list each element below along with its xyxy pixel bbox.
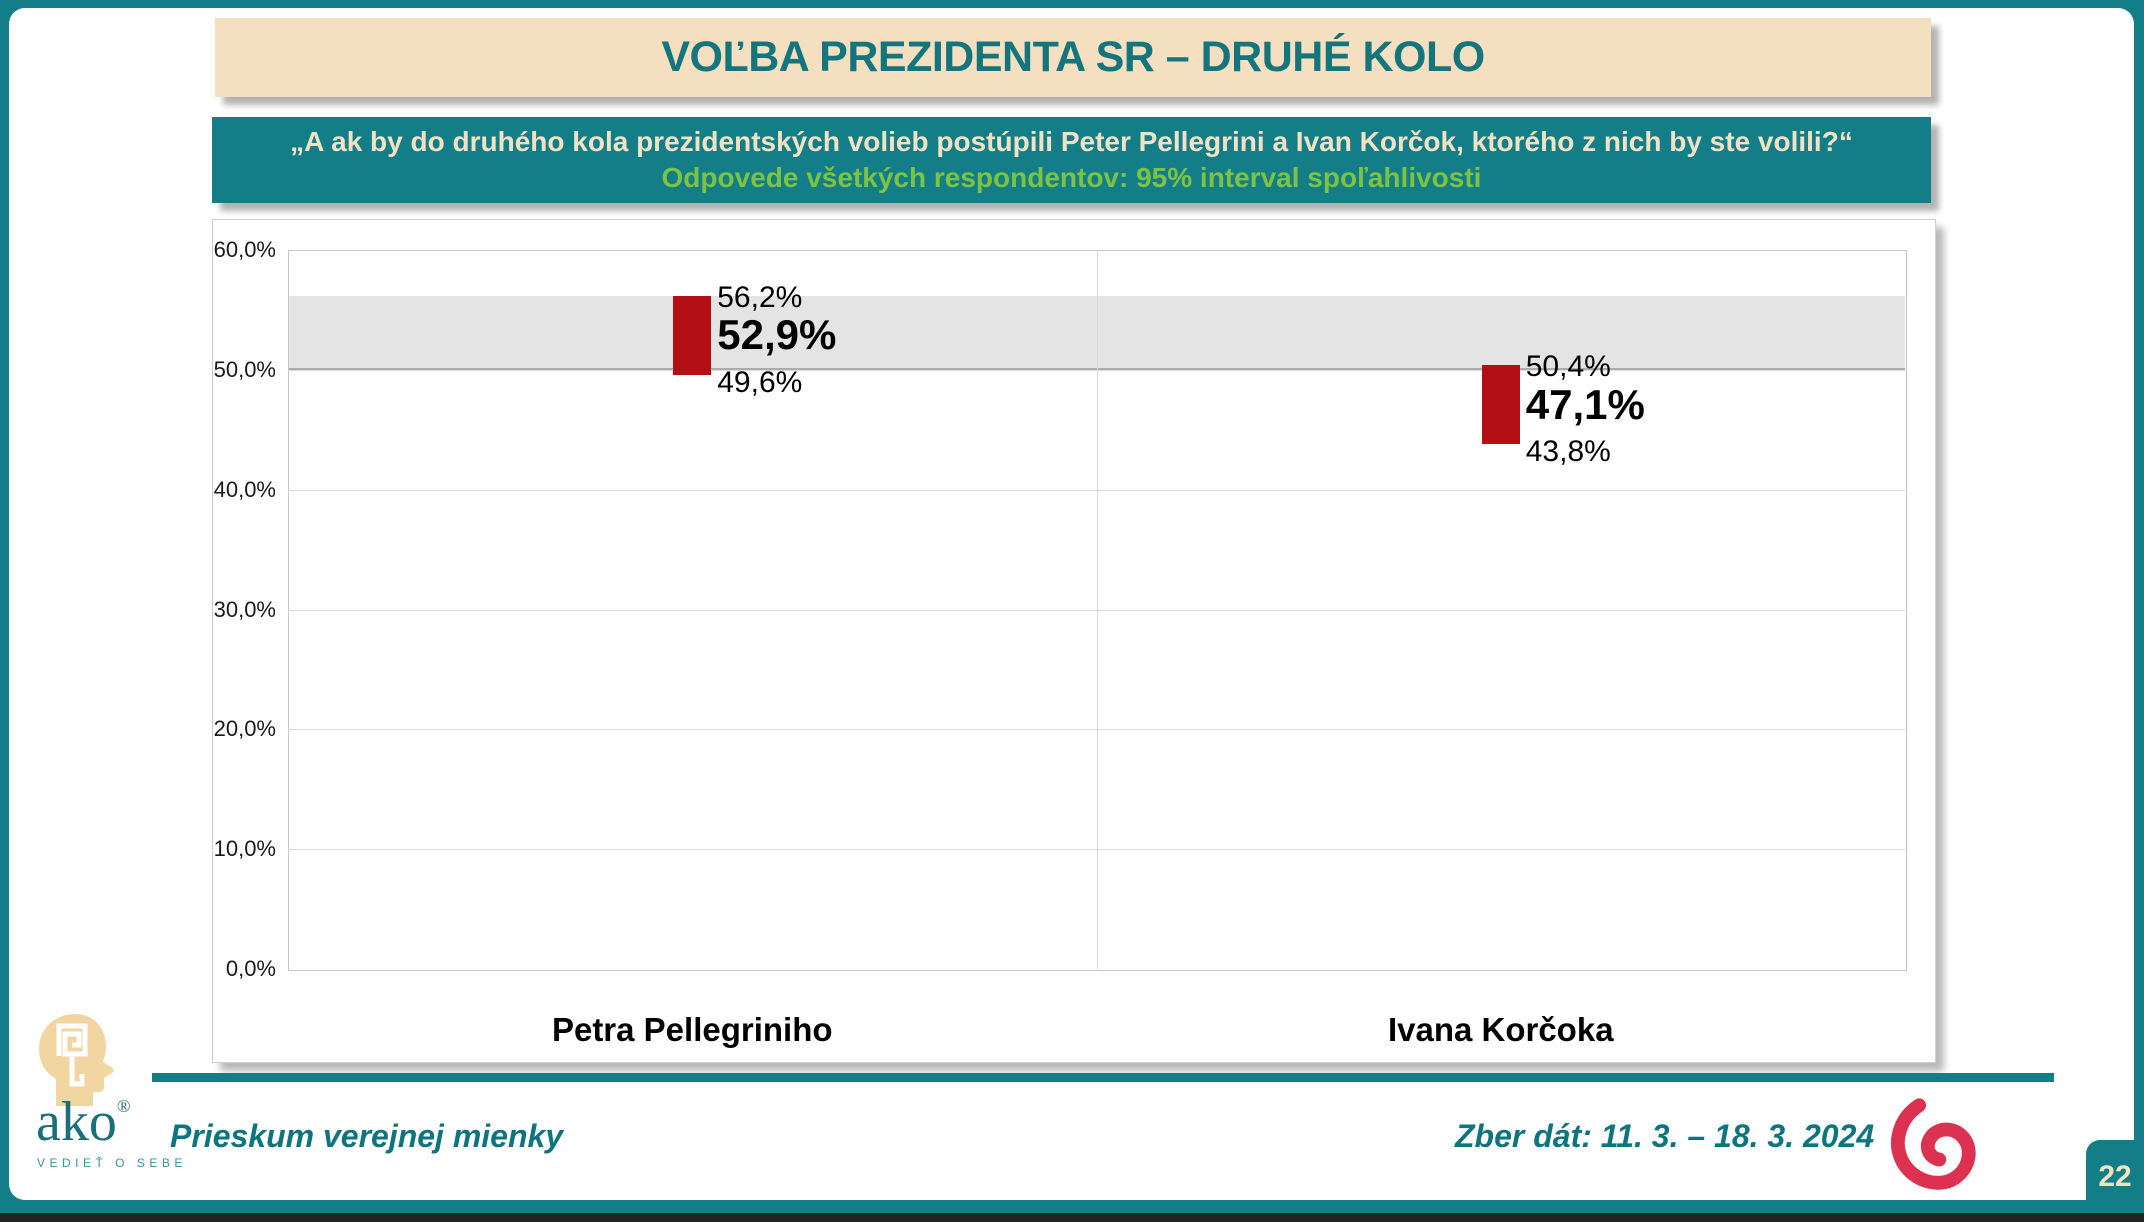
- plot-area: [288, 250, 1907, 971]
- category-divider-line: [1096, 250, 1098, 969]
- y-axis-tick-label: 20,0%: [213, 716, 276, 742]
- chart-panel: 0,0% 10,0% 20,0% 30,0% 40,0% 50,0% 60,0% 56,2% 5…: [212, 219, 1936, 1063]
- slide-title-bar: VOĽBA PREZIDENTA SR – DRUHÉ KOLO: [215, 18, 1931, 97]
- point-estimate-label: 52,9%: [717, 311, 837, 359]
- category-label: Petra Pellegriniho: [551, 1011, 833, 1048]
- y-axis-tick-label: 40,0%: [213, 476, 276, 502]
- ci-high-label: 50,4%: [1525, 350, 1611, 384]
- page-number: 22: [2098, 1159, 2132, 1193]
- ako-wordmark-text: ako: [36, 1091, 117, 1153]
- footer-date-text: Zber dát: 11. 3. – 18. 3. 2024: [1455, 1118, 1875, 1154]
- ci-range-bar: [1481, 365, 1520, 445]
- footer-divider: [152, 1073, 2054, 1082]
- y-axis-tick-label: 0,0%: [225, 956, 276, 981]
- ako-tagline: VEDIEŤ O SEBE: [37, 1156, 187, 1170]
- ci-low-label: 49,6%: [717, 365, 803, 399]
- ako-wordmark: ako®: [36, 1094, 131, 1150]
- spiral-logo-icon: [1891, 1098, 1976, 1190]
- registered-mark: ®: [116, 1096, 131, 1116]
- point-estimate-label: 47,1%: [1525, 380, 1645, 428]
- page-title: VOĽBA PREZIDENTA SR – DRUHÉ KOLO: [661, 33, 1485, 81]
- y-axis-tick-label: 60,0%: [213, 237, 276, 262]
- ci-high-label: 56,2%: [717, 280, 803, 314]
- y-axis-tick-label: 50,0%: [213, 356, 276, 382]
- page-number-badge: 22: [2086, 1140, 2144, 1213]
- ako-head-logo-icon: [39, 1014, 114, 1106]
- y-axis-tick-label: 10,0%: [213, 836, 276, 862]
- question-text: „A ak by do druhého kola prezidentských …: [290, 126, 1853, 157]
- question-banner: „A ak by do druhého kola prezidentských …: [212, 117, 1931, 203]
- ci-low-label: 43,8%: [1525, 435, 1611, 469]
- category-label: Ivana Korčoka: [1387, 1011, 1614, 1048]
- ci-range-bar: [673, 295, 712, 375]
- footer-left-text: Prieskum verejnej mienky: [170, 1118, 564, 1154]
- subtitle-text: Odpovede všetkých respondentov: 95% inte…: [661, 162, 1482, 193]
- y-axis-tick-label: 30,0%: [213, 596, 276, 622]
